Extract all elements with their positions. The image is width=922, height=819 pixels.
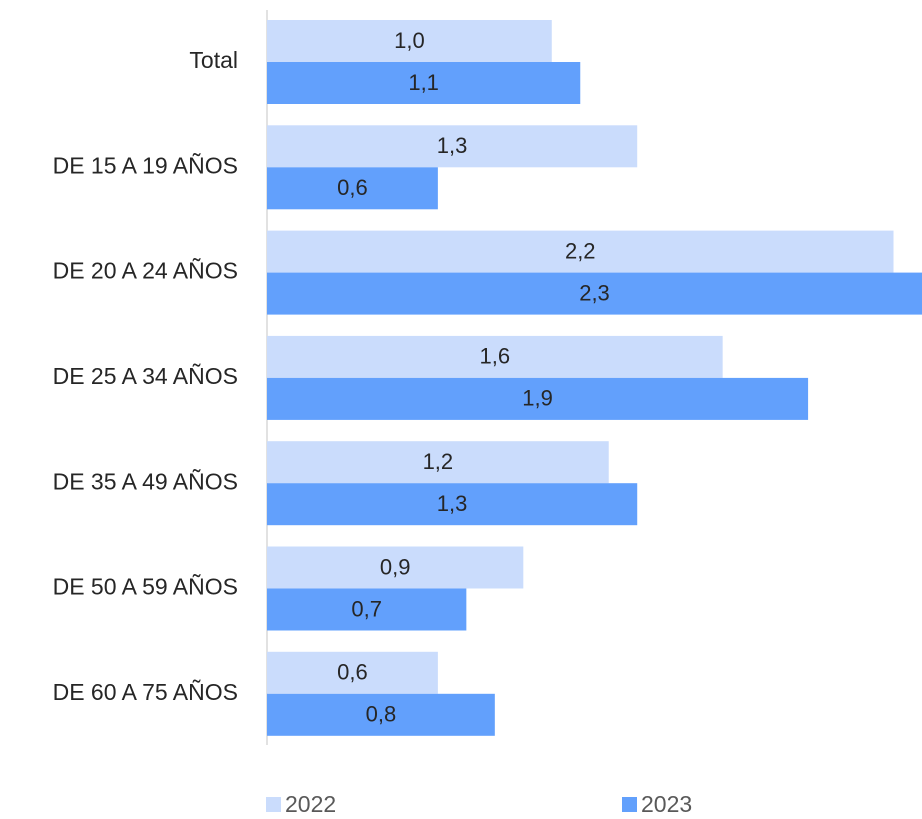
category-label: Total <box>189 47 238 73</box>
bar <box>267 272 922 315</box>
bar <box>267 377 809 420</box>
data-label: 0,9 <box>380 554 411 579</box>
bar <box>267 441 609 484</box>
data-label: 0,7 <box>351 596 382 621</box>
data-label: 1,3 <box>437 133 468 158</box>
category-label: DE 35 A 49 AÑOS <box>53 468 238 494</box>
bar <box>267 230 894 273</box>
data-label: 1,2 <box>423 449 454 474</box>
data-label: 1,6 <box>480 344 511 369</box>
category-label: DE 20 A 24 AÑOS <box>53 258 238 284</box>
bar <box>267 20 552 62</box>
data-label: 1,0 <box>394 28 425 53</box>
bar <box>267 167 438 210</box>
bar <box>267 588 467 631</box>
data-label: 2,2 <box>565 238 596 263</box>
bar <box>267 483 638 526</box>
legend-label: 2022 <box>285 791 336 817</box>
data-label: 0,6 <box>337 660 368 685</box>
bar <box>267 335 723 378</box>
bar <box>267 693 495 736</box>
bar <box>267 62 581 104</box>
data-label: 0,6 <box>337 175 368 200</box>
data-label: 2,3 <box>579 280 610 305</box>
category-label: DE 50 A 59 AÑOS <box>53 574 238 600</box>
data-label: 0,8 <box>366 702 397 727</box>
bar <box>267 125 638 168</box>
legend-label: 2023 <box>641 791 692 817</box>
bar <box>267 546 524 589</box>
category-label: DE 25 A 34 AÑOS <box>53 363 238 389</box>
data-label: 1,9 <box>522 386 553 411</box>
data-label: 1,3 <box>437 491 468 516</box>
legend-swatch <box>266 797 281 812</box>
category-label: DE 60 A 75 AÑOS <box>53 679 238 705</box>
data-label: 1,1 <box>408 70 439 95</box>
bar <box>267 651 438 694</box>
category-label: DE 15 A 19 AÑOS <box>53 152 238 178</box>
legend-swatch <box>622 797 637 812</box>
